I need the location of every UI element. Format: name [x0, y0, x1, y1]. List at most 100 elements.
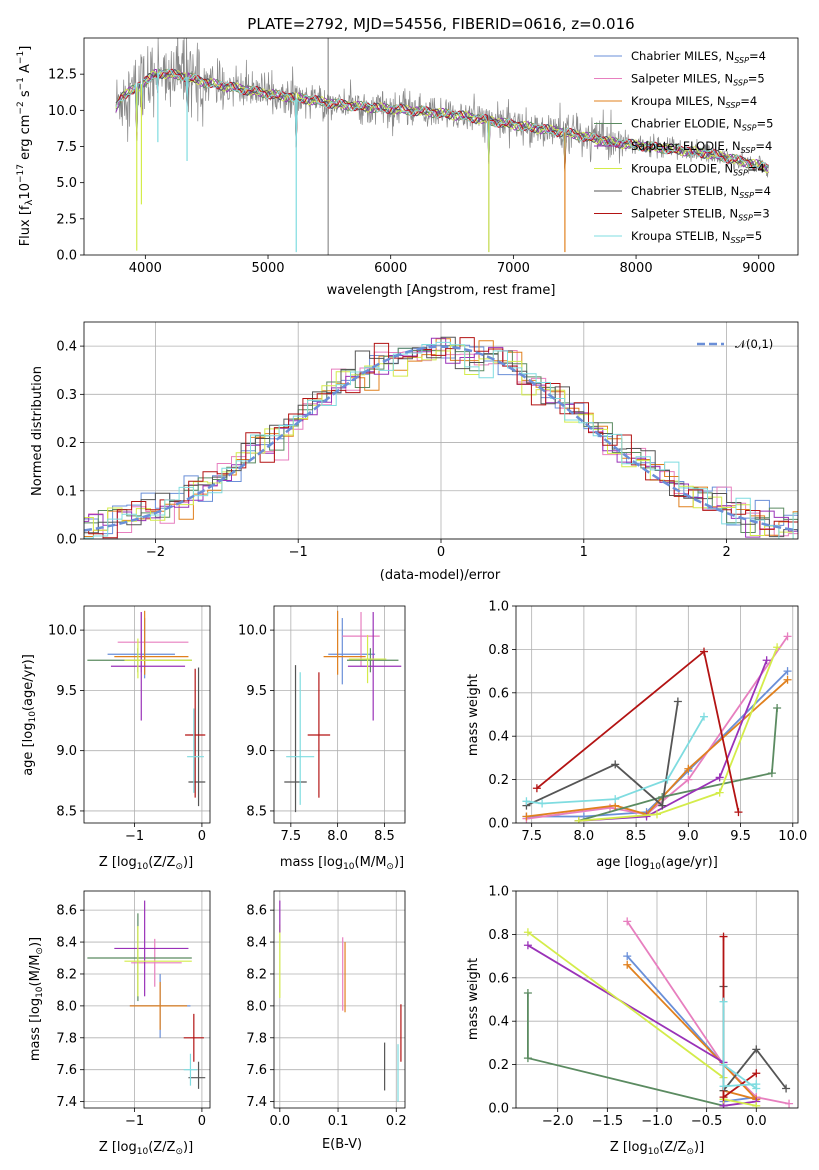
weight-marker-kroupa-stelib: [538, 799, 547, 808]
weight-marker-kroupa-elodie: [523, 928, 532, 937]
legend-label-normal: 𝒩(0,1): [735, 337, 773, 351]
y-tick-label: 0.8: [488, 928, 509, 943]
weight-marker-salpeter-elodie: [762, 656, 771, 665]
y-tick-label: 1.0: [488, 600, 509, 615]
x-tick-label: −2: [146, 545, 165, 560]
x-tick-label: 0: [437, 545, 445, 560]
x-tick-label: 5000: [251, 261, 284, 276]
age-vs-metallicity-panel: Z [log10(Z/Z⊙)] age [log10(age/yr)] −1 0 8…: [21, 605, 211, 872]
plot-area: [87, 900, 206, 1089]
weight-marker-kroupa-elodie: [773, 643, 782, 652]
model-salpeter-elodie-line: [115, 69, 769, 174]
spectrum-title: PLATE=2792, MJD=54556, FIBERID=0616, z=0…: [247, 15, 634, 33]
weight-marker-salpeter-miles: [684, 775, 693, 784]
weight-marker-salpeter-miles: [783, 632, 792, 641]
weight-marker-kroupa-elodie: [752, 1101, 761, 1108]
residual-ylabel: Normed distribution: [30, 366, 45, 496]
mass-ebv-xlabel: E(B-V): [322, 1137, 362, 1152]
plot-area: [284, 610, 402, 813]
x-tick-label: 0: [198, 829, 206, 844]
y-tick-label: 7.8: [56, 1031, 77, 1046]
x-tick-label: −1.5: [592, 1114, 624, 1129]
x-tick-label: 1: [580, 545, 588, 560]
axes-frame: [515, 605, 799, 824]
axes-frame: [515, 890, 799, 1109]
mass-vs-ebv-panel: E(B-V) 0.0 0.1 0.2 7.4 7.6 7.8 8.0 8.2 8.4 8.6: [246, 890, 407, 1152]
legend-label-salpeter-elodie: Salpeter ELODIE, NSSP=4: [631, 139, 772, 155]
legend-label-chabrier-elodie: Chabrier ELODIE, NSSP=5: [631, 117, 773, 133]
y-tick-label: 0.0: [488, 817, 509, 832]
y-tick-label: 0.3: [56, 388, 77, 403]
y-tick-label: 10.0: [238, 624, 267, 639]
y-tick-label: 0.2: [488, 1058, 509, 1073]
weight-marker-kroupa-stelib: [611, 795, 620, 804]
weight-marker-chabrier-stelib: [752, 1045, 761, 1054]
axes-frame: [83, 890, 211, 1109]
weight-line-kroupa-miles: [626, 964, 760, 1101]
axes-frame: [273, 605, 406, 824]
x-tick-label: 0: [198, 1114, 206, 1129]
y-tick-label: 2.5: [56, 212, 77, 227]
age-mass-xlabel: mass [log10(M/M⊙)]: [280, 855, 404, 872]
y-tick-label: 7.6: [56, 1063, 77, 1078]
mass-weight-vs-metallicity-panel: Z [log10(Z/Z⊙)] mass weight −2.0 −1.5 −1.0…: [466, 885, 799, 1157]
weight-marker-salpeter-elodie: [715, 773, 724, 782]
y-tick-label: 7.5: [56, 140, 77, 155]
plot-area: [523, 917, 794, 1108]
y-tick-label: 0.4: [488, 730, 509, 745]
x-tick-label: 7.5: [280, 829, 301, 844]
weight-marker-chabrier-elodie: [523, 1054, 532, 1063]
model-kroupa-stelib-line: [115, 68, 769, 169]
y-tick-label: 0.2: [488, 773, 509, 788]
y-tick-label: 0.8: [488, 643, 509, 658]
x-tick-label: 6000: [374, 261, 407, 276]
weight-marker-kroupa-stelib: [719, 997, 728, 1006]
weight-age-ylabel: mass weight: [466, 674, 481, 756]
weight-marker-kroupa-miles: [684, 764, 693, 773]
y-tick-label: 8.4: [246, 936, 267, 951]
spectrum-legend: Chabrier MILES, NSSP=4 Salpeter MILES, NS…: [594, 49, 773, 245]
weight-marker-salpeter-stelib: [532, 784, 541, 793]
y-tick-label: 8.4: [56, 936, 77, 951]
model-salpeter-stelib-line: [115, 68, 769, 171]
histogram-kroupa-stelib: [84, 341, 798, 539]
weight-marker-chabrier-stelib: [658, 801, 667, 810]
weight-marker-salpeter-stelib: [719, 1093, 728, 1102]
weight-marker-kroupa-stelib: [522, 797, 531, 806]
y-tick-label: 0.4: [488, 1015, 509, 1030]
x-tick-label: 9.0: [678, 829, 699, 844]
weight-marker-chabrier-miles: [783, 667, 792, 676]
x-tick-label: −0.5: [691, 1114, 723, 1129]
x-tick-label: 7000: [497, 261, 530, 276]
weight-marker-chabrier-stelib: [673, 697, 682, 706]
legend-label-salpeter-miles: Salpeter MILES, NSSP=5: [631, 72, 765, 88]
y-tick-label: 10.0: [48, 104, 77, 119]
weight-marker-kroupa-stelib: [719, 1060, 728, 1069]
x-tick-label: 4000: [129, 261, 162, 276]
weight-marker-salpeter-stelib: [719, 932, 728, 941]
mass-vs-metallicity-panel: Z [log10(Z/Z⊙)] mass [log10(M/M⊙)] −1 0 7.…: [28, 890, 211, 1157]
plot-area: [87, 610, 206, 807]
y-tick-label: 10.0: [48, 624, 77, 639]
model-chabrier-stelib-line: [115, 69, 769, 173]
plot-area: [279, 900, 402, 1102]
y-tick-label: 0.2: [56, 436, 77, 451]
x-tick-label: 8.5: [374, 829, 395, 844]
residual-histogram-panel: (data-model)/error Normed distribution −…: [30, 321, 799, 583]
x-tick-label: 9000: [742, 261, 775, 276]
weight-marker-kroupa-elodie: [653, 810, 661, 819]
weight-marker-chabrier-stelib: [611, 760, 620, 769]
y-tick-label: 12.5: [48, 68, 77, 83]
y-tick-label: 5.0: [56, 176, 77, 191]
legend-label-chabrier-stelib: Chabrier STELIB, NSSP=4: [631, 184, 771, 200]
x-tick-label: 8.5: [626, 829, 647, 844]
weight-marker-chabrier-miles: [623, 952, 632, 961]
x-tick-label: −1: [125, 829, 144, 844]
x-tick-label: 8.0: [327, 829, 348, 844]
weight-marker-salpeter-elodie: [523, 941, 532, 950]
weight-marker-salpeter-miles: [623, 917, 632, 926]
weight-marker-salpeter-elodie: [642, 812, 651, 821]
axes-frame: [83, 37, 799, 256]
weight-marker-kroupa-elodie: [715, 788, 724, 797]
